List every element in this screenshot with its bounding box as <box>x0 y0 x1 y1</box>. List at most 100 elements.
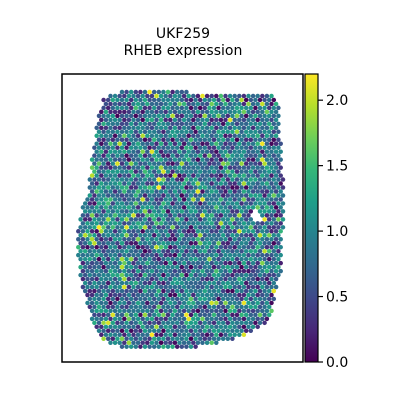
expression-spot <box>250 125 256 131</box>
expression-spot <box>138 336 143 342</box>
expression-spot <box>161 217 166 222</box>
expression-spot <box>131 165 136 170</box>
expression-spot <box>89 157 95 162</box>
expression-spot <box>257 240 263 246</box>
expression-spot <box>181 308 187 314</box>
expression-spot <box>271 105 277 111</box>
expression-spot <box>218 109 224 115</box>
expression-spot <box>271 288 277 294</box>
expression-spot <box>138 209 143 214</box>
expression-spot <box>232 284 237 290</box>
expression-spot <box>108 276 113 282</box>
expression-spot <box>133 264 139 270</box>
expression-spot <box>255 117 260 123</box>
expression-spot <box>202 153 208 158</box>
expression-spot <box>195 133 201 139</box>
expression-spot <box>276 137 281 143</box>
expression-spot <box>161 105 166 111</box>
expression-spot <box>269 181 274 186</box>
expression-spot <box>115 264 120 270</box>
expression-spot <box>165 97 171 103</box>
expression-spot <box>223 276 228 282</box>
expression-spot <box>239 201 244 206</box>
expression-spot <box>135 324 141 330</box>
expression-spot <box>232 276 237 282</box>
expression-spot <box>142 240 148 246</box>
expression-spot <box>94 300 99 306</box>
expression-spot <box>225 264 231 270</box>
expression-spot <box>241 332 247 338</box>
expression-spot <box>253 97 258 103</box>
expression-spot <box>170 288 175 294</box>
expression-spot <box>158 221 164 226</box>
expression-spot <box>237 316 242 322</box>
expression-spot <box>140 308 145 314</box>
expression-spot <box>101 209 106 214</box>
expression-spot <box>145 260 150 266</box>
expression-spot <box>184 97 189 103</box>
expression-spot <box>151 153 157 158</box>
expression-spot <box>271 280 277 286</box>
expression-spot <box>273 213 279 218</box>
expression-spot <box>220 225 226 230</box>
expression-spot <box>204 197 210 202</box>
expression-spot <box>133 201 139 206</box>
expression-spot <box>174 169 180 174</box>
expression-spot <box>225 240 231 246</box>
expression-spot <box>126 93 132 99</box>
expression-spot <box>142 280 148 286</box>
expression-spot <box>110 217 116 222</box>
expression-spot <box>204 101 210 107</box>
expression-spot <box>262 201 267 206</box>
expression-spot <box>145 181 150 186</box>
expression-spot <box>133 209 139 214</box>
expression-spot <box>108 244 113 250</box>
expression-spot <box>230 97 235 103</box>
expression-spot <box>223 197 228 202</box>
expression-spot <box>227 221 233 226</box>
expression-spot <box>257 272 263 278</box>
expression-spot <box>142 256 148 262</box>
expression-spot <box>197 217 203 222</box>
expression-spot <box>234 153 240 158</box>
expression-spot <box>191 149 196 154</box>
expression-spot <box>232 260 237 266</box>
expression-spot <box>96 169 102 174</box>
expression-spot <box>172 165 178 170</box>
expression-spot <box>140 252 145 258</box>
expression-spot <box>133 193 139 198</box>
expression-spot <box>214 324 219 330</box>
expression-spot <box>149 284 155 290</box>
expression-spot <box>126 125 132 131</box>
expression-spot <box>234 264 240 270</box>
expression-spot <box>156 177 162 182</box>
expression-spot <box>133 129 139 135</box>
expression-spot <box>248 240 254 246</box>
expression-spot <box>184 304 189 310</box>
expression-spot <box>124 217 129 222</box>
expression-spot <box>232 173 237 178</box>
expression-spot <box>124 121 129 127</box>
expression-spot <box>135 276 141 282</box>
expression-spot <box>230 233 235 238</box>
expression-spot <box>246 117 251 123</box>
expression-spot <box>124 328 129 334</box>
expression-spot <box>280 193 286 198</box>
expression-spot <box>124 272 129 278</box>
expression-spot <box>105 113 111 119</box>
expression-spot <box>195 316 201 322</box>
expression-spot <box>94 229 99 234</box>
expression-spot <box>195 205 201 210</box>
expression-spot <box>140 149 145 154</box>
expression-spot <box>193 97 198 103</box>
expression-spot <box>223 205 228 210</box>
expression-spot <box>207 177 212 182</box>
expression-spot <box>85 300 90 306</box>
expression-spot <box>108 141 113 146</box>
expression-spot <box>122 316 127 322</box>
expression-spot <box>218 244 224 250</box>
expression-spot <box>202 328 208 334</box>
expression-spot <box>96 272 102 278</box>
expression-spot <box>195 237 201 242</box>
expression-spot <box>82 201 88 206</box>
